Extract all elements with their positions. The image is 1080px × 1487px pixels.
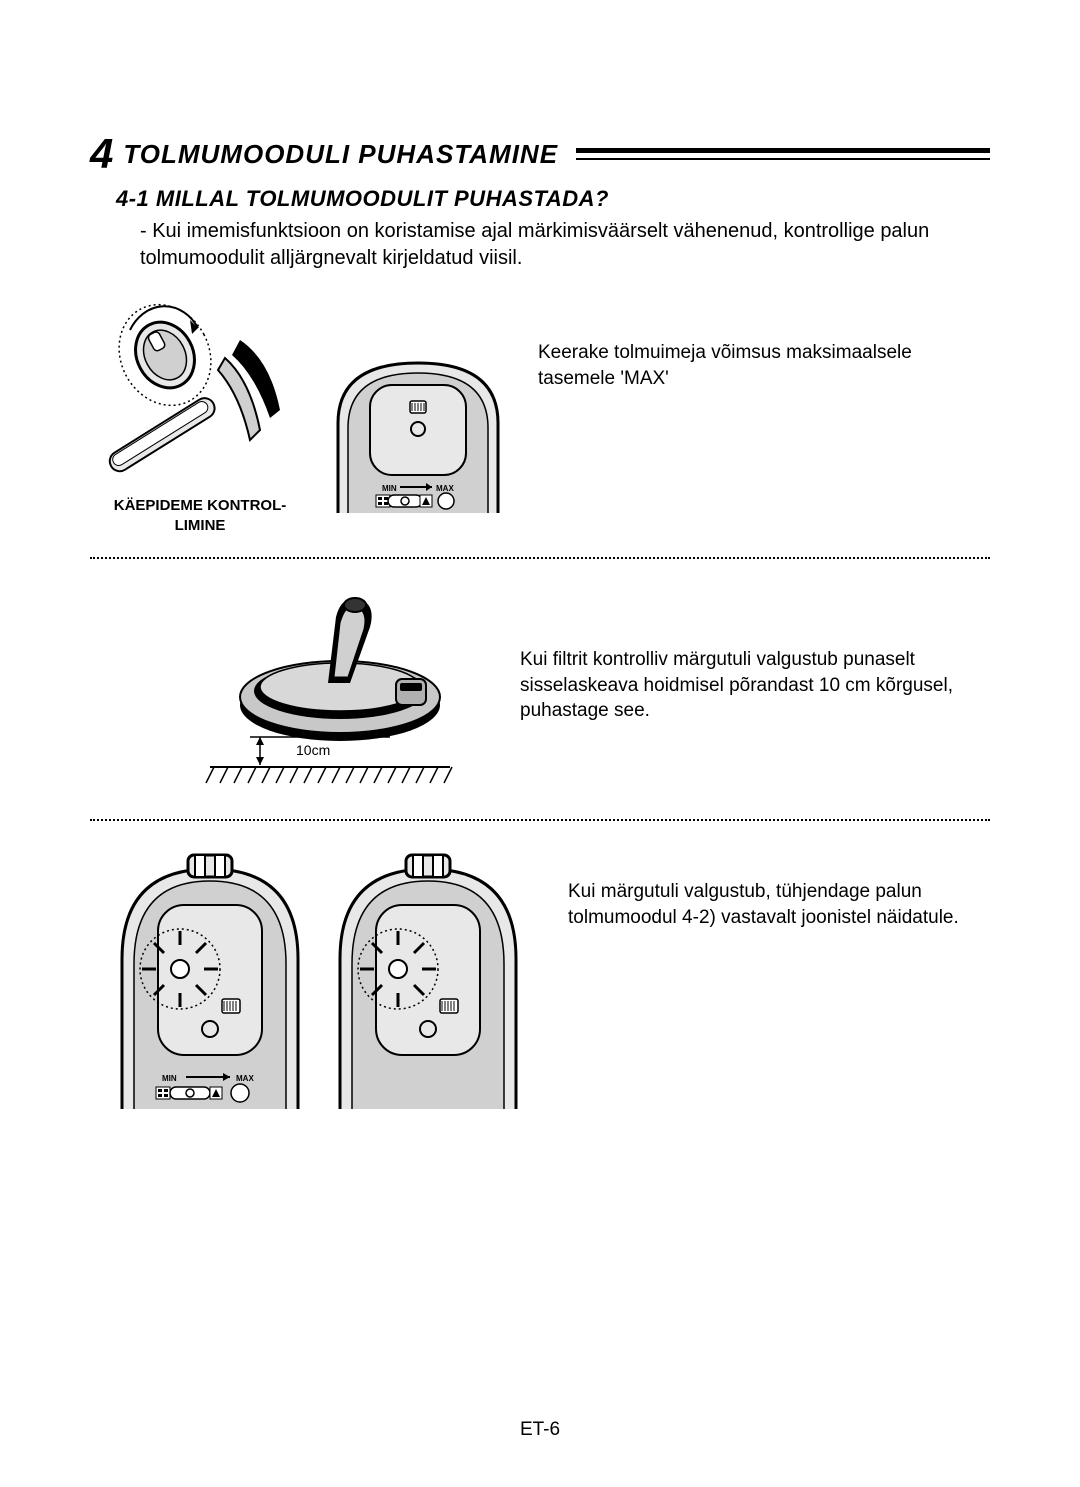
distance-label: 10cm <box>296 742 330 758</box>
row-2: 10cm Kui filtrit kontrolliv märgutuli va… <box>200 587 990 797</box>
section-header: 4 TOLMUMOODULI PUHASTAMINE <box>90 130 990 178</box>
section-number: 4 <box>90 130 113 178</box>
max-label: MAX <box>436 484 454 493</box>
illustration-canister-top: MIN MAX <box>328 330 508 535</box>
row3-text: Kui märgutuli valgustub, tühjendage palu… <box>528 849 990 930</box>
title-rule <box>576 148 990 160</box>
divider-2 <box>90 819 990 821</box>
section-title: TOLMUMOODULI PUHASTAMINE <box>123 139 558 170</box>
min-label: MIN <box>382 484 397 493</box>
row-1: KÄEPIDEME KONTROL- LIMINE MIN <box>100 300 990 535</box>
intro-text: - Kui imemisfunktsioon on koristamise aj… <box>140 218 980 272</box>
subsection-title: 4-1 MILLAL TOLMUMOODULIT PUHASTADA? <box>116 186 990 212</box>
illustration-canister-light-2 <box>328 849 528 1109</box>
illustration-canister-light-1: MIN MAX <box>110 849 310 1109</box>
divider-1 <box>90 557 990 559</box>
handle-caption: KÄEPIDEME KONTROL- LIMINE <box>100 496 300 535</box>
row1-text: Keerake tolmuimeja võimsus maksimaalsele… <box>508 300 990 391</box>
row2-text: Kui filtrit kontrolliv märgutuli valgust… <box>460 587 990 724</box>
illustration-floor-nozzle: 10cm <box>200 587 460 797</box>
row-3: MIN MAX <box>110 849 990 1109</box>
illustration-handle-control <box>100 300 300 490</box>
page-number: ET-6 <box>0 1419 1080 1441</box>
